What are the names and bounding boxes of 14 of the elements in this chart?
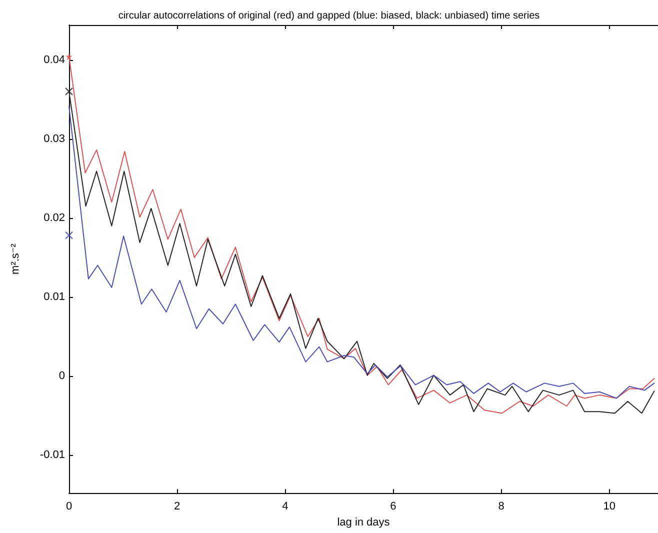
y-tick-label: -0.01 bbox=[40, 449, 65, 462]
y-tick-label: 0.02 bbox=[44, 212, 65, 224]
y-tick-label: 0 bbox=[58, 370, 65, 382]
y-tick-label: 0.04 bbox=[44, 54, 65, 66]
y-tick-label: 0.03 bbox=[44, 132, 65, 145]
x-tick-label: 2 bbox=[174, 500, 180, 513]
x-tick-label: 10 bbox=[603, 500, 616, 513]
y-axis-title: m².s⁻² bbox=[10, 243, 22, 274]
x-tick-label: 4 bbox=[282, 500, 288, 513]
y-tick-label: 0.01 bbox=[44, 291, 65, 304]
x-tick-label: 6 bbox=[390, 500, 396, 513]
x-tick-label: 8 bbox=[498, 500, 504, 513]
chart-title: circular autocorrelations of original (red) and gapped (blue: biased, black: unbiased) time series bbox=[118, 10, 540, 22]
x-axis-title: lag in days bbox=[337, 516, 390, 528]
